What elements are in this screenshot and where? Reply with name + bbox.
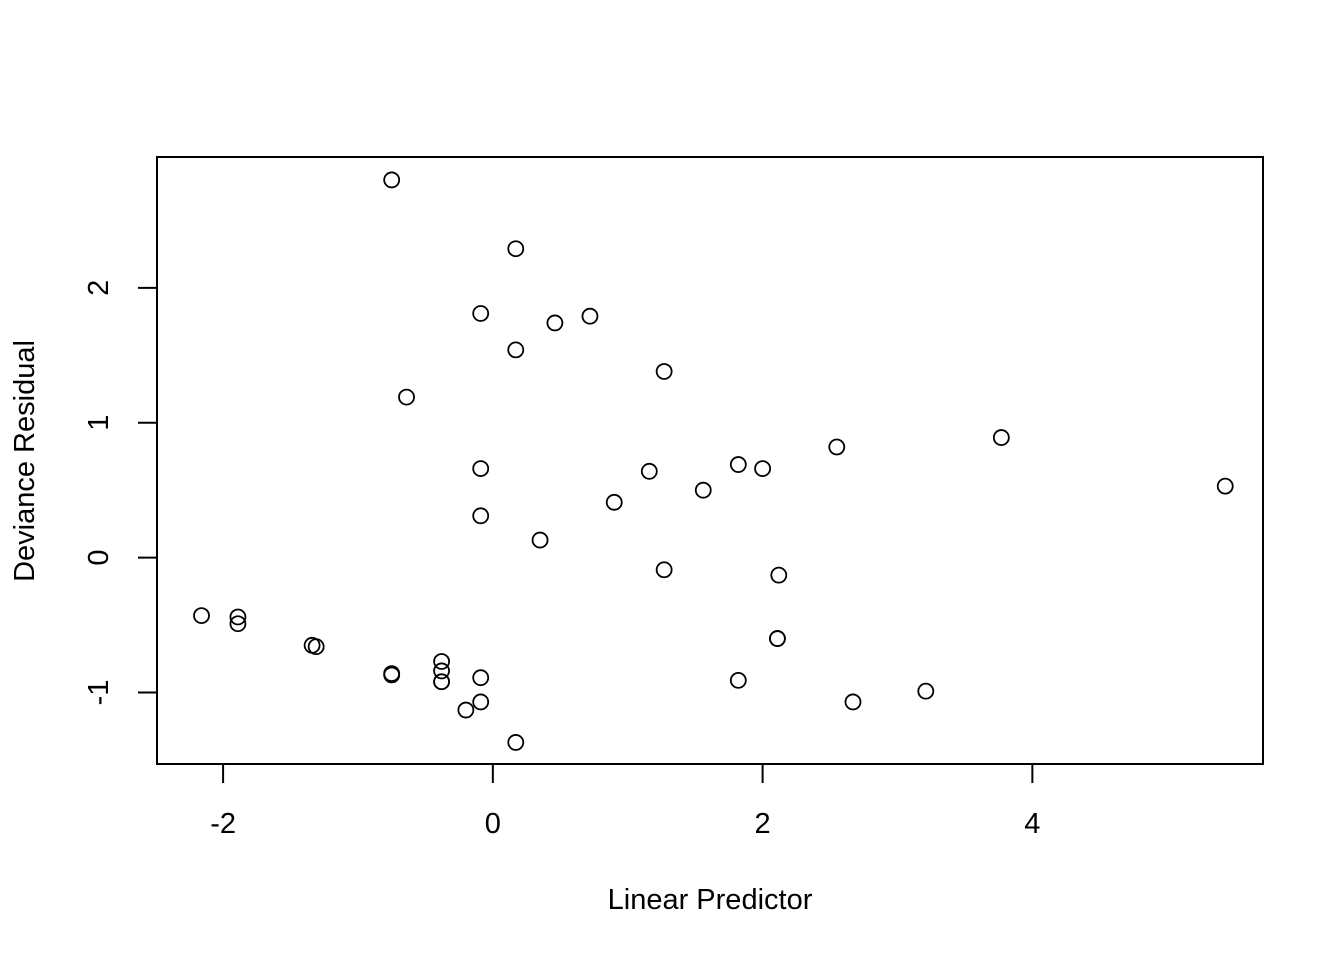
data-point — [770, 566, 788, 584]
data-point — [472, 460, 490, 477]
data-point — [383, 171, 401, 189]
data-point — [433, 673, 450, 691]
data-point — [472, 693, 490, 711]
x-axis: -2 0 2 4 — [210, 763, 1040, 840]
data-point — [729, 671, 747, 689]
data-points — [193, 171, 1234, 751]
data-point — [229, 615, 247, 633]
data-point — [655, 561, 673, 579]
data-point — [655, 363, 673, 380]
x-tick-label: -2 — [210, 808, 236, 840]
data-point — [828, 438, 846, 456]
data-point — [398, 388, 415, 406]
data-point — [472, 669, 490, 687]
data-point — [546, 314, 564, 332]
data-point — [507, 240, 525, 258]
data-point — [769, 630, 786, 647]
data-point — [472, 305, 490, 322]
data-point — [754, 460, 772, 477]
data-point — [229, 608, 247, 626]
data-point — [844, 693, 862, 711]
x-tick-label: 4 — [1024, 808, 1040, 840]
data-point — [581, 307, 599, 325]
data-point — [457, 701, 475, 719]
x-tick-label: 2 — [755, 808, 771, 840]
y-axis-label: Deviance Residual — [9, 340, 41, 582]
data-point — [507, 341, 525, 359]
data-point — [531, 531, 549, 549]
y-tick-label: 2 — [83, 280, 115, 296]
data-point — [472, 507, 490, 525]
data-point — [694, 481, 712, 499]
data-point — [507, 734, 525, 751]
data-point — [193, 607, 210, 625]
y-tick-label: 0 — [83, 550, 115, 566]
x-tick-label: 0 — [485, 808, 501, 840]
data-point — [433, 662, 450, 680]
data-point — [1216, 477, 1234, 495]
data-point — [729, 456, 747, 473]
data-point — [640, 462, 658, 480]
y-axis: -1 0 1 2 — [83, 280, 158, 706]
data-point — [992, 429, 1010, 446]
y-tick-label: 1 — [83, 415, 115, 431]
data-point — [433, 653, 450, 670]
y-tick-label: -1 — [83, 680, 115, 706]
data-point — [307, 638, 325, 656]
data-point — [605, 493, 623, 511]
data-point — [917, 682, 935, 700]
data-point — [383, 666, 401, 684]
x-axis-label: Linear Predictor — [608, 884, 813, 916]
